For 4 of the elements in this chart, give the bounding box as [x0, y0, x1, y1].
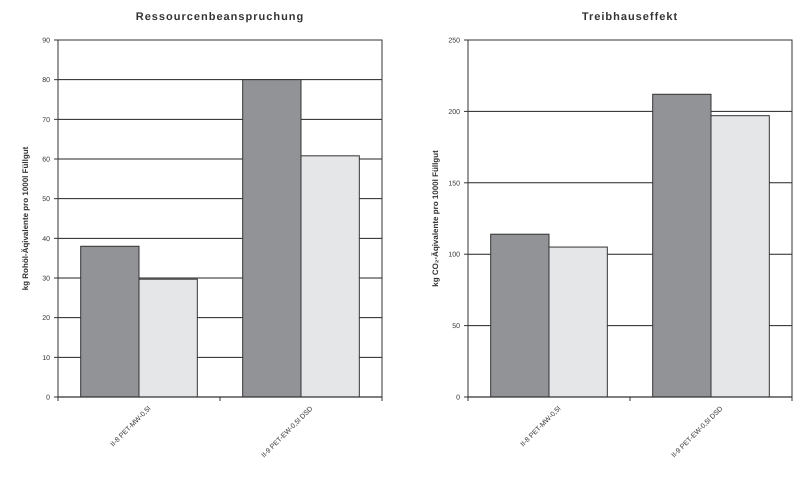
y-axis-title: kg Rohöl-Äqivalente pro 1000l Füllgut — [21, 146, 30, 290]
chart-title: Ressourcenbeanspruchung — [136, 11, 304, 23]
y-axis-title: kg CO₂-Äqivalente pro 1000l Füllgut — [431, 150, 440, 287]
chart-title: Treibhauseffekt — [582, 11, 678, 23]
